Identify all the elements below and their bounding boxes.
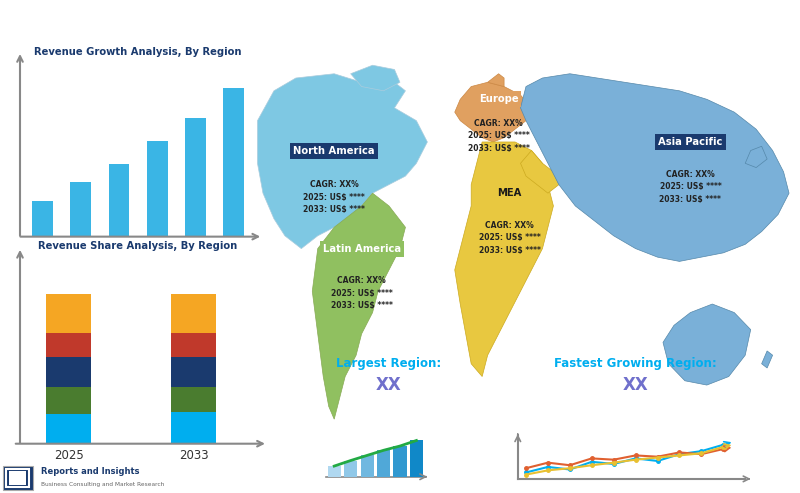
Bar [328,466,341,477]
Text: CAGR: XX%
2025: US$ ****
2033: US$ ****: CAGR: XX% 2025: US$ **** 2033: US$ **** [478,221,541,255]
Text: XX: XX [376,376,402,394]
Text: Latin America: Latin America [322,244,401,253]
FancyBboxPatch shape [2,466,34,490]
Bar [32,201,54,237]
Bar [109,164,130,237]
Polygon shape [454,142,554,377]
Text: CAGR: XX%
2025: US$ ****
2033: US$ ****: CAGR: XX% 2025: US$ **** 2033: US$ **** [659,170,722,204]
FancyBboxPatch shape [6,469,30,487]
Bar [171,333,216,357]
Bar [46,414,91,444]
Title: Revenue Growth Analysis, By Region: Revenue Growth Analysis, By Region [34,47,242,57]
Bar [146,141,167,237]
Bar [394,446,406,477]
Polygon shape [521,150,559,193]
Bar [46,387,91,414]
Text: CAGR: XX%
2025: US$ ****
2033: US$ ****: CAGR: XX% 2025: US$ **** 2033: US$ **** [303,180,365,214]
Title: Revenue Share Analysis, By Region: Revenue Share Analysis, By Region [38,242,238,251]
Bar [361,456,374,477]
Text: CAGR: XX%
2025: US$ ****
2033: US$ ****: CAGR: XX% 2025: US$ **** 2033: US$ **** [330,276,393,310]
Bar [171,412,216,444]
Polygon shape [454,82,531,142]
Bar [410,441,423,477]
Bar [377,450,390,477]
Bar [171,387,216,412]
FancyBboxPatch shape [9,471,26,485]
Text: Business Consulting and Market Research: Business Consulting and Market Research [41,482,164,487]
Text: Largest Region:: Largest Region: [336,357,442,370]
Bar [171,294,216,333]
Text: XX: XX [622,376,649,394]
Polygon shape [521,74,789,261]
Polygon shape [488,74,504,87]
Text: GLOBAL MICROWAVE WAFER MARKET REGIONAL LEVEL ANALYSIS: GLOBAL MICROWAVE WAFER MARKET REGIONAL L… [10,25,497,37]
Bar [46,357,91,387]
Bar [46,333,91,357]
Polygon shape [312,193,406,419]
Text: Fastest Growing Region:: Fastest Growing Region: [554,357,717,370]
Polygon shape [746,146,767,168]
Text: Reports and Insights: Reports and Insights [41,467,139,476]
Bar [171,357,216,387]
Bar [344,460,358,477]
Bar [70,182,91,237]
Polygon shape [350,65,400,91]
Text: MEA: MEA [498,188,522,198]
Polygon shape [258,74,427,248]
Bar [222,88,244,237]
Polygon shape [663,304,750,385]
Text: Asia Pacific: Asia Pacific [658,137,722,147]
Text: Europe: Europe [478,94,518,105]
Polygon shape [762,351,773,368]
Bar [46,294,91,333]
Bar [185,118,206,237]
Text: CAGR: XX%
2025: US$ ****
2033: US$ ****: CAGR: XX% 2025: US$ **** 2033: US$ **** [468,118,530,152]
Text: North America: North America [294,145,375,155]
